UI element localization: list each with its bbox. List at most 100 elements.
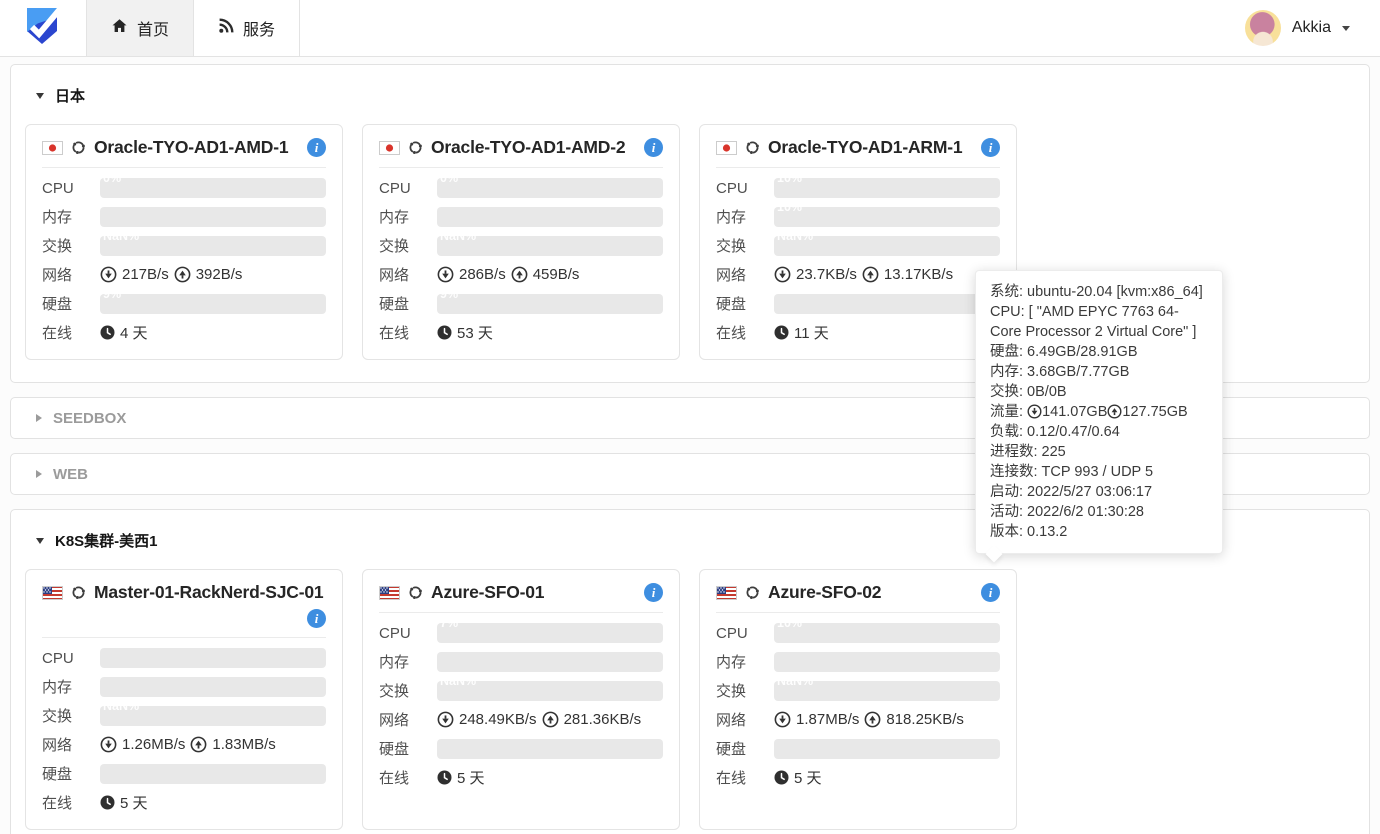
info-icon[interactable]: i bbox=[307, 609, 326, 628]
swap-row: 交换 NaN% bbox=[42, 699, 326, 726]
caret-right-icon bbox=[36, 414, 42, 422]
shield-check-logo-icon bbox=[24, 5, 63, 52]
server-identity: Master-01-RackNerd-SJC-01 bbox=[42, 582, 324, 603]
online-label: 在线 bbox=[42, 325, 73, 342]
server-identity: Oracle-TYO-AD1-ARM-1 bbox=[716, 137, 963, 158]
info-icon[interactable]: i bbox=[644, 583, 663, 602]
server-cards: Master-01-RackNerd-SJC-01 i CPU 31% 内存 8… bbox=[25, 569, 1355, 830]
user-menu[interactable]: Akkia bbox=[1215, 0, 1380, 56]
download-speed: 1.87MB/s bbox=[796, 711, 860, 728]
memory-row: 内存 47% bbox=[716, 645, 1000, 672]
swap-percent: NaN% bbox=[777, 228, 814, 243]
section-title: SEEDBOX bbox=[53, 409, 127, 427]
tab-home-label: 首页 bbox=[137, 22, 170, 39]
tooltip-line: 流量: 141.07GB 127.75GB bbox=[990, 402, 1208, 422]
server-card: Oracle-TYO-AD1-ARM-1 i CPU 10% 内存 10% 交换… bbox=[699, 124, 1017, 360]
network-label: 网络 bbox=[42, 737, 73, 754]
network-label: 网络 bbox=[379, 267, 410, 284]
info-icon[interactable]: i bbox=[981, 583, 1000, 602]
disk-usage-bar: 22% bbox=[69, 757, 326, 784]
rss-icon bbox=[218, 18, 234, 39]
tab-home[interactable]: 首页 bbox=[86, 0, 195, 56]
info-icon[interactable]: i bbox=[644, 138, 663, 157]
network-speeds: 217B/s 392B/s bbox=[100, 266, 242, 283]
network-label: 网络 bbox=[42, 267, 73, 284]
cpu-row: CPU 0% bbox=[379, 171, 663, 198]
uptime-value: 5 天 bbox=[457, 770, 485, 787]
caret-down-icon bbox=[36, 537, 44, 544]
swap-label: 交换 bbox=[379, 683, 410, 700]
online-label: 在线 bbox=[379, 325, 410, 342]
server-card: Azure-SFO-02 i CPU 10% 内存 47% 交换 NaN% 网络 bbox=[699, 569, 1017, 830]
avatar bbox=[1244, 10, 1281, 46]
swap-row: 交换 NaN% bbox=[716, 229, 1000, 256]
server-name: Oracle-TYO-AD1-AMD-1 bbox=[94, 137, 289, 157]
section-header[interactable]: K8S集群-美西1 bbox=[25, 530, 1355, 551]
section-header[interactable]: 日本 bbox=[25, 85, 1355, 106]
server-card-header: Master-01-RackNerd-SJC-01 i bbox=[42, 582, 326, 638]
section-header[interactable]: SEEDBOX bbox=[25, 410, 126, 427]
tooltip-line: 系统: ubuntu-20.04 [kvm:x86_64] bbox=[990, 284, 1203, 300]
download-arrow-icon bbox=[437, 266, 454, 283]
server-name: Master-01-RackNerd-SJC-01 bbox=[94, 582, 324, 602]
swap-percent: NaN% bbox=[440, 673, 477, 688]
online-label: 在线 bbox=[42, 795, 73, 812]
uptime-value: 4 天 bbox=[120, 325, 148, 342]
cpu-label: CPU bbox=[716, 624, 748, 642]
info-icon[interactable]: i bbox=[981, 138, 1000, 157]
section-header[interactable]: WEB bbox=[25, 466, 88, 483]
server-card: Oracle-TYO-AD1-AMD-1 i CPU 0% 内存 40% 交换 … bbox=[25, 124, 343, 360]
disk-percent: 34% bbox=[742, 286, 768, 301]
tooltip-line: 交换: 0B/0B bbox=[990, 384, 1067, 400]
download-speed: 23.7KB/s bbox=[796, 266, 857, 283]
info-icon[interactable]: i bbox=[307, 138, 326, 157]
server-name: Azure-SFO-02 bbox=[768, 582, 882, 602]
server-info-tooltip: 系统: ubuntu-20.04 [kvm:x86_64] CPU: [ "AMD… bbox=[975, 270, 1223, 563]
cpu-percent: 31% bbox=[68, 641, 94, 655]
server-card-header: Oracle-TYO-AD1-AMD-1 i bbox=[42, 137, 326, 168]
disk-percent: 22% bbox=[742, 731, 768, 746]
tab-services-label: 服务 bbox=[243, 22, 276, 39]
server-identity: Oracle-TYO-AD1-AMD-2 bbox=[379, 137, 626, 158]
disk-usage-bar: 9% bbox=[100, 287, 326, 314]
cpu-usage-bar: 0% bbox=[437, 171, 663, 198]
section-title: K8S集群-美西1 bbox=[55, 533, 158, 550]
ubuntu-os-icon bbox=[72, 586, 85, 599]
memory-row: 内存 10% bbox=[716, 200, 1000, 227]
upload-speed: 392B/s bbox=[195, 266, 243, 283]
tooltip-line: 版本: 0.13.2 bbox=[990, 524, 1068, 540]
tab-services[interactable]: 服务 bbox=[194, 0, 301, 56]
network-label: 网络 bbox=[716, 712, 747, 729]
disk-row: 硬盘 22% bbox=[42, 757, 326, 784]
cpu-usage-bar: 10% bbox=[774, 616, 1000, 643]
memory-usage-bar: 38% bbox=[406, 200, 663, 227]
server-identity: Azure-SFO-01 bbox=[379, 582, 545, 603]
network-speeds: 1.87MB/s 818.25KB/s bbox=[774, 711, 964, 728]
online-row: 在线 4 天 bbox=[42, 322, 326, 343]
server-cards: Oracle-TYO-AD1-AMD-1 i CPU 0% 内存 40% 交换 … bbox=[25, 124, 1355, 360]
brand-logo[interactable] bbox=[0, 0, 86, 56]
cpu-row: CPU 7% bbox=[379, 616, 663, 643]
upload-speed: 281.36KB/s bbox=[563, 711, 642, 728]
disk-row: 硬盘 22% bbox=[716, 732, 1000, 759]
swap-usage-bar: NaN% bbox=[774, 674, 1000, 701]
download-arrow-icon bbox=[774, 711, 791, 728]
swap-usage-bar: NaN% bbox=[100, 229, 326, 256]
server-identity: Azure-SFO-02 bbox=[716, 582, 882, 603]
upload-arrow-icon bbox=[174, 266, 191, 283]
cpu-label: CPU bbox=[42, 649, 74, 667]
network-speeds: 286B/s 459B/s bbox=[437, 266, 579, 283]
online-label: 在线 bbox=[716, 325, 747, 342]
tooltip-line: 进程数: 225 bbox=[990, 444, 1066, 460]
online-label: 在线 bbox=[379, 770, 410, 787]
cpu-percent: 7% bbox=[440, 616, 459, 630]
download-arrow-icon bbox=[437, 711, 454, 728]
upload-speed: 1.83MB/s bbox=[212, 736, 276, 753]
disk-row: 硬盘 9% bbox=[379, 287, 663, 314]
memory-label: 内存 bbox=[42, 209, 73, 226]
tooltip-lines: 系统: ubuntu-20.04 [kvm:x86_64] CPU: [ "AMD… bbox=[990, 282, 1208, 542]
network-row: 网络 248.49KB/s 281.36KB/s bbox=[379, 709, 663, 730]
disk-percent: 18% bbox=[405, 731, 431, 746]
disk-row: 硬盘 18% bbox=[379, 732, 663, 759]
memory-row: 内存 38% bbox=[379, 200, 663, 227]
